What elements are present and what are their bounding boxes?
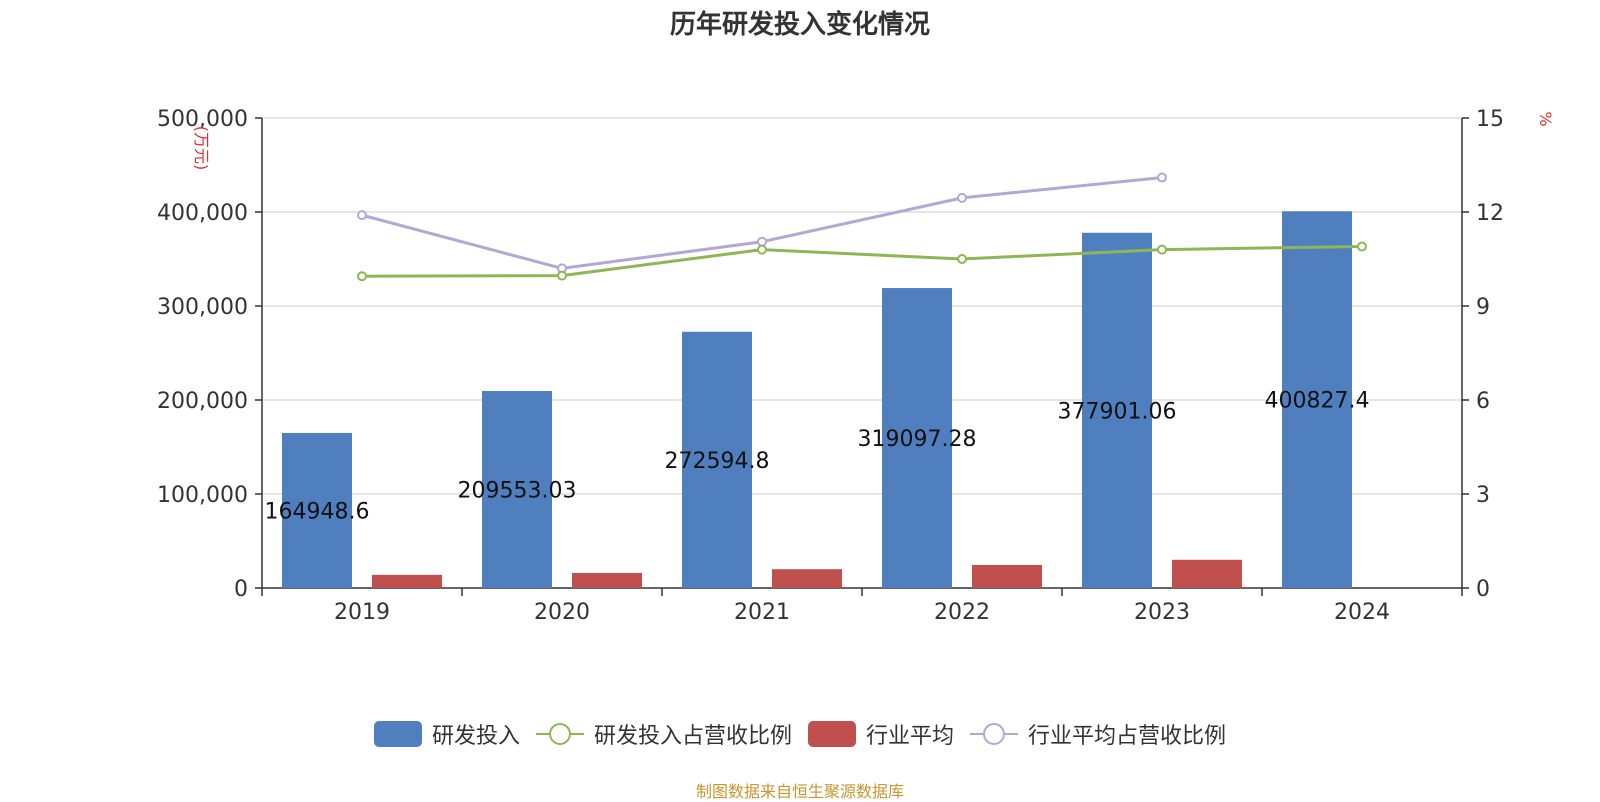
y-left-tick-label: 400,000 [157, 201, 248, 226]
bar-rd-investment [682, 331, 752, 588]
line-point [557, 270, 567, 281]
line-point [1357, 241, 1367, 252]
legend-item[interactable]: 研发投入占营收比例 [535, 718, 792, 750]
y-right-tick-label: 9 [1476, 295, 1490, 320]
data-label: 377901.06 [1058, 399, 1177, 424]
legend: 研发投入 研发投入占营收比例 行业平均 行业平均占营收比例 [0, 718, 1600, 750]
legend-item[interactable]: 行业平均 [808, 718, 954, 750]
data-label: 164948.6 [265, 499, 370, 524]
bar-industry-average [772, 569, 842, 588]
bar-industry-average [1172, 559, 1242, 588]
bar-industry-average [972, 564, 1042, 588]
axes: 0 0 100,000 3 200,000 6 300,000 9 400,000 12 500,0… [157, 107, 1555, 625]
series-lines [357, 172, 1367, 282]
y-right-axis-label: % [1536, 111, 1555, 126]
line-point [957, 192, 967, 203]
data-label: 272594.8 [665, 449, 770, 474]
legend-label: 研发投入 [431, 724, 520, 749]
source-note: 制图数据来自恒生聚源数据库 [695, 782, 904, 801]
bars [282, 211, 1352, 589]
line-point [757, 244, 767, 255]
bar-industry-average [572, 572, 642, 588]
y-left-tick-label: 200,000 [157, 389, 248, 414]
line-point [357, 271, 367, 282]
line-point [957, 254, 967, 264]
legend-swatch-bar [373, 721, 422, 747]
y-left-axis-label: (万元) [192, 126, 211, 171]
chart-title: 历年研发投入变化情况 [669, 10, 930, 40]
bar-rd-investment [282, 432, 352, 588]
legend-swatch-line [535, 721, 584, 747]
y-right-tick-label: 0 [1476, 577, 1490, 602]
y-left-tick-label: 100,000 [157, 483, 248, 508]
y-right-tick-label: 12 [1476, 201, 1504, 226]
y-left-tick-label: 0 [234, 577, 248, 602]
chart-canvas: 0 0 100,000 3 200,000 6 300,000 9 400,000 12 500,0… [157, 107, 1555, 625]
y-left-tick-label: 300,000 [157, 295, 248, 320]
data-labels: 164948.6 209553.03 272594.8 319097.28 377901… [265, 389, 1370, 525]
bar-rd-investment [882, 288, 952, 588]
x-tick-label: 2020 [534, 600, 590, 625]
y-left-tick-label: 500,000 [157, 107, 248, 132]
legend-label: 行业平均占营收比例 [1028, 724, 1227, 749]
x-tick-label: 2024 [1334, 600, 1390, 625]
bar-industry-average [372, 574, 442, 588]
legend-item[interactable]: 行业平均占营收比例 [970, 718, 1226, 750]
bar-rd-investment [1082, 232, 1152, 588]
x-tick-label: 2019 [334, 600, 390, 625]
legend-swatch-line [970, 721, 1019, 747]
grid-lines [262, 117, 1462, 495]
series-line [361, 244, 1363, 278]
legend-item[interactable]: 研发投入 [373, 718, 520, 750]
line-point [1157, 244, 1167, 255]
line-point [357, 210, 367, 221]
legend-swatch-bar [808, 721, 856, 747]
data-label: 400827.4 [1265, 389, 1370, 414]
line-point [1157, 172, 1167, 183]
y-right-tick-label: 3 [1476, 483, 1490, 508]
y-right-tick-label: 15 [1476, 107, 1504, 132]
data-label: 209553.03 [458, 479, 577, 504]
x-tick-label: 2023 [1134, 600, 1190, 625]
x-tick-label: 2021 [734, 600, 790, 625]
legend-label: 行业平均 [866, 724, 955, 749]
line-point [757, 236, 767, 247]
legend-label: 研发投入占营收比例 [593, 724, 792, 749]
x-tick-label: 2022 [934, 600, 990, 625]
y-right-tick-label: 6 [1476, 389, 1490, 414]
bar-rd-investment [482, 391, 552, 588]
data-label: 319097.28 [858, 427, 977, 452]
bar-rd-investment [1282, 211, 1352, 589]
